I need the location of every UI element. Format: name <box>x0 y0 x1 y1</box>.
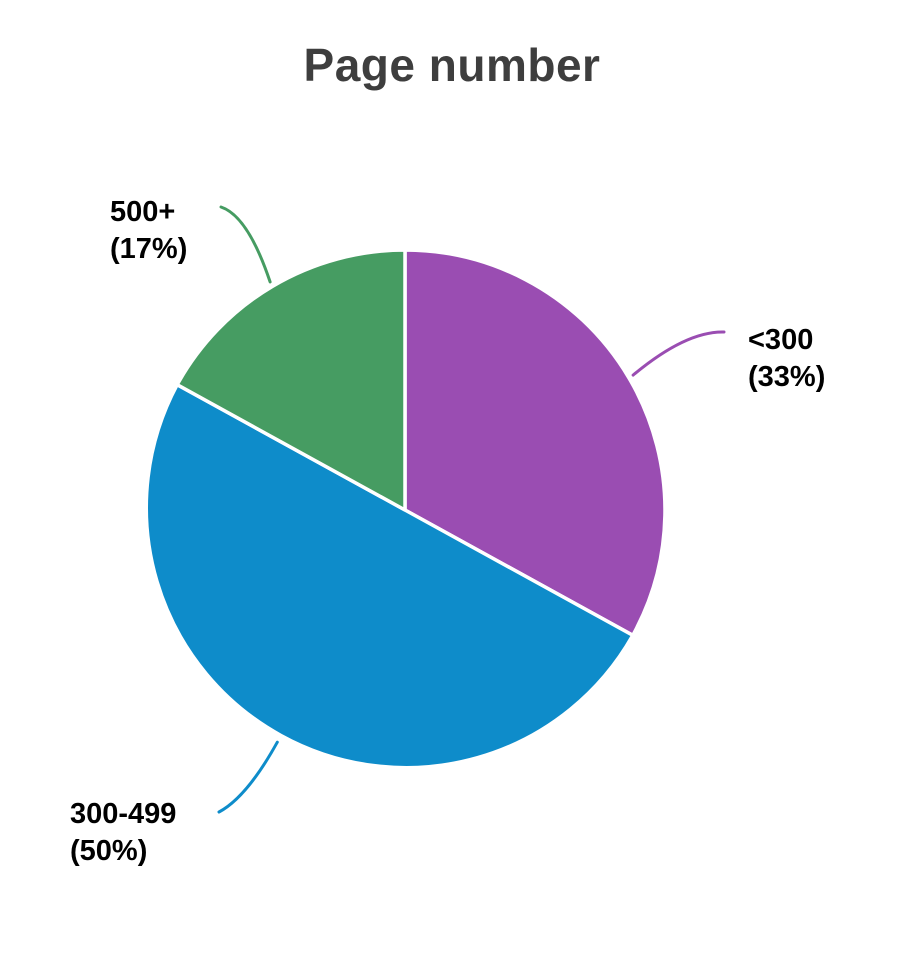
pie-slice-300499[interactable] <box>144 382 635 770</box>
callout-category: 300-499 <box>70 798 177 830</box>
leader-line-500 <box>219 205 272 284</box>
pie-slices <box>144 248 667 770</box>
leader-lines <box>217 205 726 814</box>
chart-title: Page number <box>303 39 601 91</box>
callout-label-300-499: 300-499 (50%) <box>70 796 176 870</box>
pie-slice-500[interactable] <box>175 248 407 512</box>
callout-label-500plus: 500+ (17%) <box>110 194 187 268</box>
callout-percent: (33%) <box>748 361 826 393</box>
callout-category: <300 <box>748 324 814 356</box>
leader-line-300 <box>631 330 726 377</box>
callout-category: 500+ <box>110 196 176 228</box>
callout-percent: (17%) <box>110 233 188 265</box>
callout-label-lt300: <300 (33%) <box>748 322 825 396</box>
pie-slice-300[interactable] <box>403 248 667 638</box>
callout-percent: (50%) <box>70 835 148 867</box>
leader-line-300499 <box>217 740 279 814</box>
